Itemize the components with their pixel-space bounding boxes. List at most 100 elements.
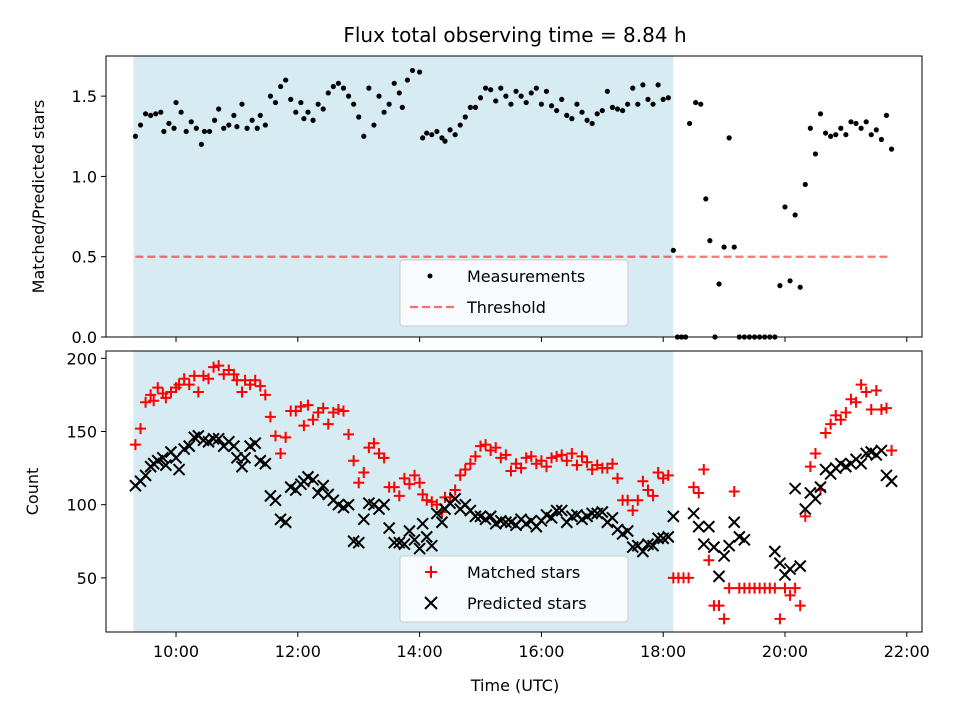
measurement-point (361, 133, 367, 139)
matched-star-point (860, 386, 872, 398)
matched-star-point (259, 389, 271, 401)
predicted-star-point (697, 537, 710, 551)
x-axis-label: Time (UTC) (470, 676, 559, 695)
predicted-star-point (606, 511, 619, 525)
predicted-star-point (722, 539, 736, 552)
measurement-point (221, 125, 227, 131)
matched-star-point (850, 396, 862, 408)
measurement-point (883, 112, 890, 119)
x-tick-label: 12:00 (275, 642, 321, 661)
predicted-star-point (420, 530, 433, 544)
measurement-point (828, 133, 834, 139)
count-panel: 50 100 150 200 10:00 12:00 14:00 16:00 18:00 20:0… (23, 349, 930, 661)
predicted-star-point (139, 469, 152, 482)
matched-star-point (703, 554, 715, 566)
measurement-point (335, 80, 342, 86)
measurement-point (386, 101, 392, 107)
predicted-star-point (172, 463, 186, 476)
measurement-point (298, 99, 304, 106)
predicted-star-point (499, 516, 513, 529)
measurement-point (619, 107, 626, 114)
matched-star-point (515, 462, 527, 474)
matched-star-point (820, 427, 832, 439)
measurement-point (201, 128, 208, 135)
matched-star-point (414, 477, 426, 489)
predicted-star-point (279, 516, 292, 529)
measurement-point (206, 128, 213, 135)
matched-star-point (464, 458, 476, 470)
predicted-star-point (550, 504, 563, 517)
predicted-star-point (238, 451, 252, 465)
measurement-point (462, 114, 468, 120)
measurement-point (325, 90, 331, 96)
measurement-point (288, 96, 294, 102)
matched-star-point (213, 360, 225, 372)
measurement-point (635, 101, 641, 107)
count-legend-box (399, 555, 629, 623)
predicted-star-point (636, 545, 650, 558)
measurement-point (137, 122, 144, 128)
y-tick-label: 0.5 (72, 248, 97, 267)
matched-star-point (480, 439, 492, 451)
count-panel-marks (129, 360, 898, 625)
measurement-point (211, 117, 218, 123)
measurement-point (442, 138, 448, 144)
measurement-point (330, 83, 336, 90)
predicted-star-point (188, 431, 201, 444)
measurement-point (726, 135, 732, 141)
matched-star-point (208, 361, 220, 373)
predicted-star-point (712, 570, 726, 583)
matched-star-point (698, 464, 710, 476)
matched-star-point (475, 440, 487, 452)
measurement-point (655, 82, 661, 88)
predicted-star-point (398, 537, 411, 551)
matched-star-point (317, 402, 329, 414)
count-panel-ylabel: Count (23, 468, 42, 516)
measurement-point (569, 116, 575, 122)
predicted-star-point (156, 451, 170, 465)
matched-star-point (576, 450, 588, 462)
predicted-star-point (484, 510, 497, 523)
measurements-legend-marker (427, 273, 433, 279)
measurement-point (272, 99, 279, 106)
predicted-star-point (717, 549, 731, 563)
predicted-star-point (342, 498, 355, 511)
predicted-star-point (306, 473, 320, 486)
predicted-star-point (585, 507, 599, 520)
predicted-star-point (646, 539, 660, 552)
measurement-point (493, 98, 499, 104)
predicted-star-point (259, 457, 272, 470)
matched-star-point (398, 472, 410, 484)
predicted-star-point (448, 492, 462, 506)
matched-star-point (459, 464, 471, 476)
measurement-point (239, 101, 245, 107)
matched-star-point (870, 385, 882, 397)
measurement-point (559, 96, 565, 102)
measurement-point (420, 135, 426, 141)
measurement-point (320, 106, 326, 112)
measurement-point (812, 151, 819, 157)
predicted-star-point (408, 533, 421, 547)
y-tick-label: 0.0 (72, 328, 97, 347)
measurement-point (310, 117, 316, 123)
measurement-point (848, 119, 854, 125)
x-tick-label: 14:00 (397, 642, 443, 661)
measurement-point (822, 130, 829, 136)
predicted-star-point (667, 510, 680, 523)
count-panel-ticks: 50 100 150 200 10:00 12:00 14:00 16:00 18:00 20:0… (66, 349, 929, 661)
measurement-point (178, 109, 184, 115)
matched-stars-legend-label: Matched stars (467, 563, 580, 582)
measurement-point (262, 122, 268, 128)
predicted-star-point (662, 530, 675, 544)
measurement-point (528, 90, 534, 96)
measurement-point (609, 104, 616, 110)
measurement-point (305, 109, 311, 115)
matched-star-point (799, 510, 811, 522)
matched-star-point (855, 379, 867, 391)
predicted-star-point (707, 540, 721, 554)
measurement-point (548, 103, 555, 109)
measurement-point (614, 106, 621, 112)
matched-star-point (561, 455, 573, 467)
measurement-point (843, 132, 849, 138)
matched-star-point (343, 428, 355, 440)
